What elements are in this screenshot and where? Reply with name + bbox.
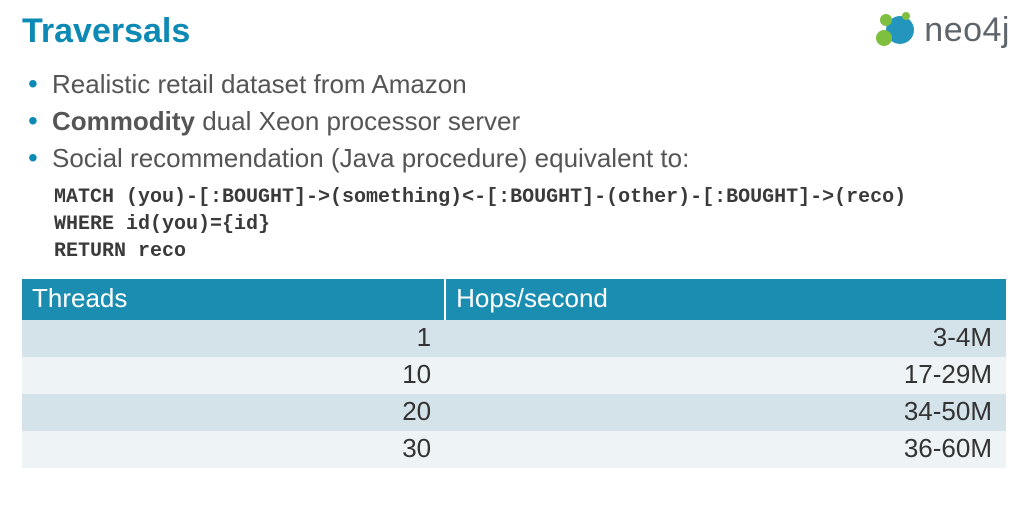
bullet-text: Realistic retail dataset from Amazon	[52, 69, 467, 99]
bullet-item: Realistic retail dataset from Amazon	[28, 67, 1006, 102]
cell-hops: 36-60M	[445, 431, 1006, 468]
table-row: 20 34-50M	[22, 394, 1006, 431]
table-row: 30 36-60M	[22, 431, 1006, 468]
perf-table: Threads Hops/second 1 3-4M 10 17-29M 20 …	[22, 279, 1006, 468]
cell-threads: 20	[22, 394, 445, 431]
cell-threads: 10	[22, 357, 445, 394]
cell-threads: 30	[22, 431, 445, 468]
bullet-item: Social recommendation (Java procedure) e…	[28, 141, 1006, 176]
neo4j-logo-text: neo4j	[924, 11, 1010, 50]
code-line: RETURN reco	[54, 240, 186, 263]
cell-hops: 34-50M	[445, 394, 1006, 431]
code-block: MATCH (you)-[:BOUGHT]->(something)<-[:BO…	[54, 184, 1006, 265]
col-header-hops: Hops/second	[445, 279, 1006, 320]
cell-hops: 17-29M	[445, 357, 1006, 394]
cell-hops: 3-4M	[445, 320, 1006, 357]
page-title: Traversals	[22, 12, 1006, 51]
bullet-text: dual Xeon processor server	[195, 106, 520, 136]
bullet-list: Realistic retail dataset from Amazon Com…	[28, 67, 1006, 176]
col-header-threads: Threads	[22, 279, 445, 320]
table-row: 1 3-4M	[22, 320, 1006, 357]
slide: Traversals neo4j Realistic retail datase…	[0, 0, 1024, 518]
table-header-row: Threads Hops/second	[22, 279, 1006, 320]
bullet-item: Commodity dual Xeon processor server	[28, 104, 1006, 139]
table-row: 10 17-29M	[22, 357, 1006, 394]
code-line: MATCH (you)-[:BOUGHT]->(something)<-[:BO…	[54, 186, 906, 209]
bullet-text: Social recommendation (Java procedure) e…	[52, 143, 689, 173]
code-line: WHERE id(you)={id}	[54, 213, 270, 236]
cell-threads: 1	[22, 320, 445, 357]
neo4j-logo: neo4j	[874, 8, 1010, 52]
neo4j-logo-icon	[874, 8, 918, 52]
bullet-bold: Commodity	[52, 106, 195, 136]
